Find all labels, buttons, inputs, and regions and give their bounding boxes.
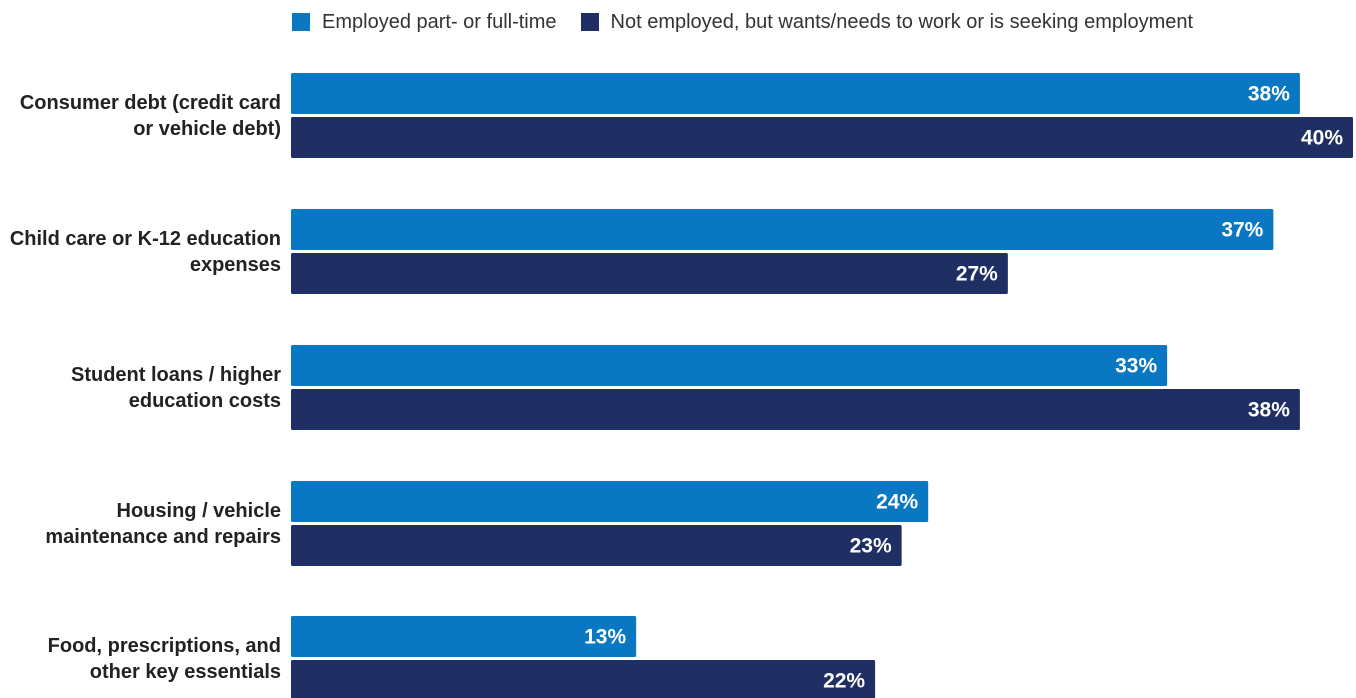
category-label: Food, prescriptions, and other key essen… bbox=[47, 634, 281, 683]
chart-legend: Employed part- or full-time Not employed… bbox=[292, 10, 1217, 34]
legend-item-employed: Employed part- or full-time bbox=[292, 11, 557, 34]
bar-value-label-not-employed: 23% bbox=[850, 535, 892, 558]
bar-value-label-not-employed: 40% bbox=[1301, 127, 1343, 150]
bar-employed bbox=[291, 345, 1168, 386]
bar-not-employed bbox=[291, 525, 902, 566]
bar-employed bbox=[291, 209, 1274, 250]
category-label: Consumer debt (credit card or vehicle de… bbox=[19, 91, 281, 140]
bar-employed bbox=[291, 481, 929, 522]
legend-item-not-employed: Not employed, but wants/needs to work or… bbox=[580, 10, 1194, 34]
bar-value-label-not-employed: 22% bbox=[823, 670, 865, 693]
bar-value-label-employed: 13% bbox=[584, 626, 626, 649]
bar-value-label-employed: 37% bbox=[1221, 219, 1263, 242]
bar-not-employed bbox=[291, 117, 1353, 158]
category-label: Student loans / higher education costs bbox=[70, 363, 281, 412]
bar-not-employed bbox=[291, 660, 876, 698]
legend-label-not-employed: Not employed, but wants/needs to work or… bbox=[610, 10, 1194, 33]
bar-value-label-employed: 38% bbox=[1248, 83, 1290, 106]
bar-employed bbox=[291, 616, 637, 657]
legend-swatch-employed bbox=[292, 13, 310, 31]
bar-value-label-employed: 33% bbox=[1115, 355, 1157, 378]
bar-not-employed bbox=[291, 389, 1300, 430]
category-label: Housing / vehicle maintenance and repair… bbox=[45, 499, 281, 548]
legend-label-employed: Employed part- or full-time bbox=[322, 10, 557, 33]
bar-value-label-not-employed: 27% bbox=[956, 263, 998, 286]
legend-swatch-not-employed bbox=[580, 13, 599, 31]
bar-employed bbox=[291, 73, 1300, 114]
bar-value-label-not-employed: 38% bbox=[1248, 399, 1290, 422]
bar-value-label-employed: 24% bbox=[876, 491, 918, 514]
category-label: Child care or K-12 education expenses bbox=[9, 227, 281, 276]
bar-not-employed bbox=[291, 253, 1008, 294]
